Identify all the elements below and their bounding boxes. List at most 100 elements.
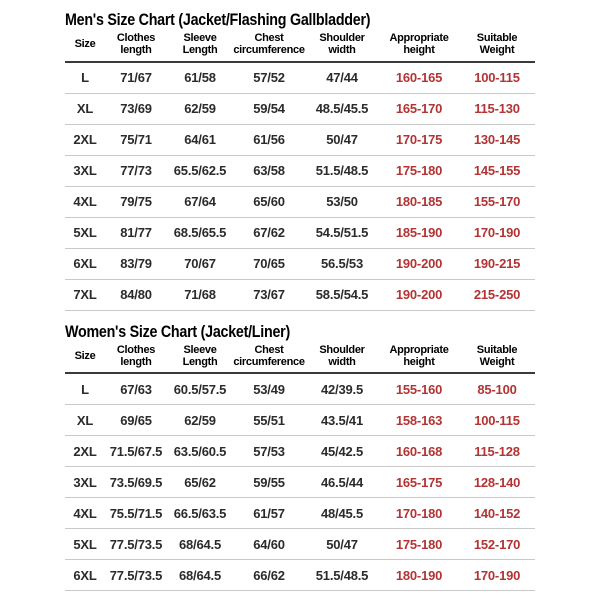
- column-header-clothes-length: Clothes length: [105, 32, 167, 63]
- womens-chart-title: Women's Size Chart (Jacket/Liner): [65, 321, 290, 341]
- column-header-shoulder-width: Shoulder width: [305, 343, 379, 375]
- appropriate-height-cell: 170-180: [379, 497, 459, 530]
- table-row: L 71/67 61/58 57/52 47/44 160-165 100-11…: [65, 61, 535, 94]
- appropriate-height-cell: 175-180: [379, 528, 459, 561]
- column-header-suitable-weight: Suitable Weight: [459, 343, 535, 375]
- sleeve-length-cell: 60.5/57.5: [167, 373, 233, 406]
- clothes-length-cell: 75/71: [105, 124, 167, 156]
- table-row: XL 73/69 62/59 59/54 48.5/45.5 165-170 1…: [65, 93, 535, 125]
- chest-circumference-cell: 59/55: [233, 466, 305, 499]
- appropriate-height-cell: 190-200: [379, 248, 459, 280]
- suitable-weight-cell: 100-115: [459, 61, 535, 94]
- sleeve-length-cell: 65/62: [167, 466, 233, 499]
- shoulder-width-cell: 56.5/53: [305, 248, 379, 280]
- appropriate-height-cell: 160-168: [379, 435, 459, 468]
- suitable-weight-cell: 85-100: [459, 373, 535, 406]
- size-cell: 5XL: [65, 528, 105, 561]
- table-row: 6XL 83/79 70/67 70/65 56.5/53 190-200 19…: [65, 248, 535, 280]
- chest-circumference-cell: 55/51: [233, 404, 305, 437]
- clothes-length-cell: 73.5/69.5: [105, 466, 167, 499]
- size-cell: 6XL: [65, 559, 105, 592]
- clothes-length-cell: 73/69: [105, 93, 167, 125]
- chest-circumference-cell: 67/62: [233, 217, 305, 249]
- size-cell: 7XL: [65, 279, 105, 311]
- shoulder-width-cell: 51.5/48.5: [305, 155, 379, 187]
- sleeve-length-cell: 63.5/60.5: [167, 435, 233, 468]
- column-header-chest-circumference: Chest circumference: [233, 343, 305, 375]
- sleeve-length-cell: 62/59: [167, 93, 233, 125]
- shoulder-width-cell: 43.5/41: [305, 404, 379, 437]
- size-cell: L: [65, 373, 105, 406]
- table-row: 7XL 84/80 71/68 73/67 58.5/54.5 190-200 …: [65, 279, 535, 311]
- womens-size-table: Size Clothes length Sleeve Length Chest …: [65, 343, 535, 592]
- suitable-weight-cell: 170-190: [459, 217, 535, 249]
- shoulder-width-cell: 50/47: [305, 528, 379, 561]
- appropriate-height-cell: 170-175: [379, 124, 459, 156]
- shoulder-width-cell: 46.5/44: [305, 466, 379, 499]
- column-header-size: Size: [65, 32, 105, 63]
- suitable-weight-cell: 215-250: [459, 279, 535, 311]
- sleeve-length-cell: 64/61: [167, 124, 233, 156]
- clothes-length-cell: 69/65: [105, 404, 167, 437]
- table-row: 5XL 81/77 68.5/65.5 67/62 54.5/51.5 185-…: [65, 217, 535, 249]
- womens-header-row: Size Clothes length Sleeve Length Chest …: [65, 343, 535, 375]
- clothes-length-cell: 75.5/71.5: [105, 497, 167, 530]
- shoulder-width-cell: 48/45.5: [305, 497, 379, 530]
- column-header-shoulder-width: Shoulder width: [305, 32, 379, 63]
- size-cell: 4XL: [65, 497, 105, 530]
- shoulder-width-cell: 58.5/54.5: [305, 279, 379, 311]
- suitable-weight-cell: 115-128: [459, 435, 535, 468]
- mens-size-table: Size Clothes length Sleeve Length Chest …: [65, 32, 535, 311]
- shoulder-width-cell: 42/39.5: [305, 373, 379, 406]
- table-row: 3XL 73.5/69.5 65/62 59/55 46.5/44 165-17…: [65, 466, 535, 499]
- table-row: L 67/63 60.5/57.5 53/49 42/39.5 155-160 …: [65, 373, 535, 406]
- table-row: 6XL 77.5/73.5 68/64.5 66/62 51.5/48.5 18…: [65, 559, 535, 592]
- appropriate-height-cell: 190-200: [379, 279, 459, 311]
- clothes-length-cell: 79/75: [105, 186, 167, 218]
- mens-table-body: L 71/67 61/58 57/52 47/44 160-165 100-11…: [65, 61, 535, 311]
- chest-circumference-cell: 53/49: [233, 373, 305, 406]
- appropriate-height-cell: 180-190: [379, 559, 459, 592]
- shoulder-width-cell: 48.5/45.5: [305, 93, 379, 125]
- clothes-length-cell: 77/73: [105, 155, 167, 187]
- chest-circumference-cell: 65/60: [233, 186, 305, 218]
- shoulder-width-cell: 54.5/51.5: [305, 217, 379, 249]
- size-cell: 4XL: [65, 186, 105, 218]
- column-header-suitable-weight: Suitable Weight: [459, 32, 535, 63]
- clothes-length-cell: 81/77: [105, 217, 167, 249]
- suitable-weight-cell: 100-115: [459, 404, 535, 437]
- suitable-weight-cell: 152-170: [459, 528, 535, 561]
- appropriate-height-cell: 155-160: [379, 373, 459, 406]
- table-row: XL 69/65 62/59 55/51 43.5/41 158-163 100…: [65, 404, 535, 437]
- column-header-sleeve-length: Sleeve Length: [167, 343, 233, 375]
- chest-circumference-cell: 73/67: [233, 279, 305, 311]
- sleeve-length-cell: 68.5/65.5: [167, 217, 233, 249]
- table-row: 5XL 77.5/73.5 68/64.5 64/60 50/47 175-18…: [65, 528, 535, 561]
- chest-circumference-cell: 61/57: [233, 497, 305, 530]
- size-cell: 5XL: [65, 217, 105, 249]
- chest-circumference-cell: 63/58: [233, 155, 305, 187]
- appropriate-height-cell: 158-163: [379, 404, 459, 437]
- mens-size-chart-section: Men's Size Chart (Jacket/Flashing Gallbl…: [65, 9, 600, 311]
- appropriate-height-cell: 160-165: [379, 61, 459, 94]
- shoulder-width-cell: 53/50: [305, 186, 379, 218]
- suitable-weight-cell: 115-130: [459, 93, 535, 125]
- sleeve-length-cell: 67/64: [167, 186, 233, 218]
- table-row: 4XL 75.5/71.5 66.5/63.5 61/57 48/45.5 17…: [65, 497, 535, 530]
- size-cell: 2XL: [65, 435, 105, 468]
- chest-circumference-cell: 57/52: [233, 61, 305, 94]
- column-header-size: Size: [65, 343, 105, 375]
- size-cell: XL: [65, 93, 105, 125]
- suitable-weight-cell: 128-140: [459, 466, 535, 499]
- sleeve-length-cell: 61/58: [167, 61, 233, 94]
- column-header-sleeve-length: Sleeve Length: [167, 32, 233, 63]
- suitable-weight-cell: 145-155: [459, 155, 535, 187]
- shoulder-width-cell: 47/44: [305, 61, 379, 94]
- sleeve-length-cell: 70/67: [167, 248, 233, 280]
- table-row: 2XL 71.5/67.5 63.5/60.5 57/53 45/42.5 16…: [65, 435, 535, 468]
- clothes-length-cell: 77.5/73.5: [105, 559, 167, 592]
- appropriate-height-cell: 165-170: [379, 93, 459, 125]
- column-header-chest-circumference: Chest circumference: [233, 32, 305, 63]
- suitable-weight-cell: 140-152: [459, 497, 535, 530]
- suitable-weight-cell: 170-190: [459, 559, 535, 592]
